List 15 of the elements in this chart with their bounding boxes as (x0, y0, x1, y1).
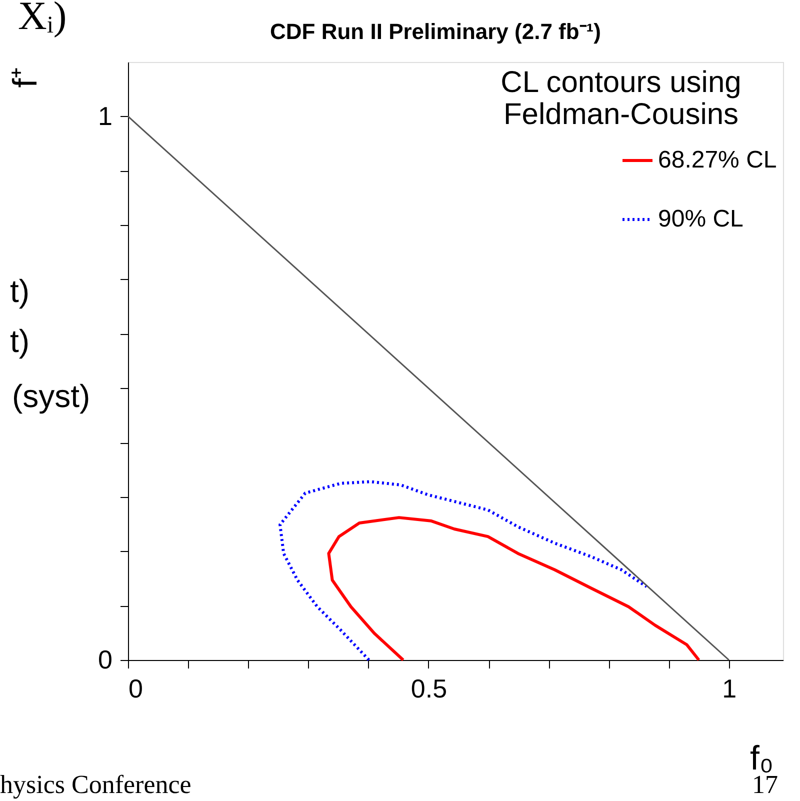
line-series (327, 516, 700, 662)
text: hysics Conference (0, 770, 192, 799)
legend-title: CL contours using Feldman-Cousins (500, 66, 742, 131)
chart-title: CDF Run II Preliminary (2.7 fb⁻¹) (270, 19, 601, 44)
text: t) (10, 323, 30, 359)
text: t) (10, 273, 30, 309)
legend-label: 68.27% CL (658, 146, 777, 174)
legend-label: 90% CL (658, 206, 744, 232)
text: Xᵢ) (18, 0, 67, 38)
x-tick-label: 0.5 (410, 674, 448, 704)
x-tick-label: 1 (722, 674, 737, 704)
text: (syst) (12, 378, 90, 414)
y-axis-title: f⁺ (6, 67, 44, 88)
x-tick-label: 0 (128, 674, 143, 704)
line-series (278, 480, 648, 662)
